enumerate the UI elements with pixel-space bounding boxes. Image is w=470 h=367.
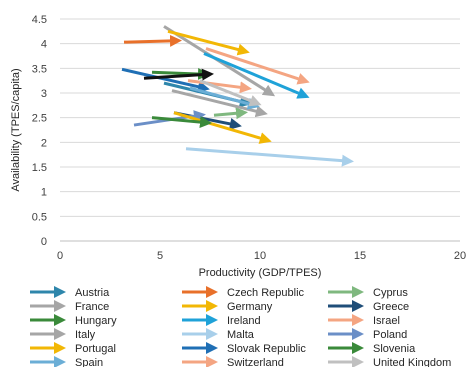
legend: Austria Czech Republic Cyprus France Germany… — [30, 286, 451, 367]
legend-label: Austria — [75, 287, 110, 299]
series-arrow — [213, 107, 248, 120]
legend-label: Ireland — [227, 315, 261, 327]
x-axis-title: Productivity (GDP/TPES) — [199, 267, 322, 279]
legend-label: Cyprus — [373, 287, 408, 299]
y-tick-label: 1.5 — [32, 162, 47, 174]
x-tick-label: 15 — [354, 250, 366, 262]
x-tick-label: 10 — [254, 250, 266, 262]
legend-label: Italy — [75, 329, 96, 341]
series-arrow — [151, 116, 212, 129]
legend-label: Spain — [75, 357, 103, 367]
y-tick-label: 0.5 — [32, 211, 47, 223]
x-tick-label: 5 — [157, 250, 163, 262]
y-tick-label: 2.5 — [32, 113, 47, 125]
series-group — [121, 25, 354, 167]
legend-label: Czech Republic — [227, 287, 305, 299]
series-arrow — [189, 86, 260, 110]
legend-label: Slovak Republic — [227, 343, 306, 355]
legend-label: Switzerland — [227, 357, 284, 367]
legend-label: Poland — [373, 329, 407, 341]
legend-label: Malta — [227, 329, 255, 341]
legend-label: France — [75, 301, 109, 313]
axes: 0 0.5 1 1.5 2 2.5 3 3.5 4 4.5 0 5 10 15 20 — [32, 14, 466, 262]
y-tick-label: 1 — [41, 187, 47, 199]
y-tick-label: 2 — [41, 137, 47, 149]
legend-label: Israel — [373, 315, 400, 327]
series-arrow — [185, 147, 354, 167]
y-axis-title: Availability (TPES/capita) — [10, 68, 22, 191]
gridlines — [60, 18, 460, 217]
x-tick-label: 0 — [57, 250, 63, 262]
series-arrow — [187, 79, 252, 94]
y-tick-label: 4.5 — [32, 14, 47, 26]
y-tick-label: 0 — [41, 236, 47, 248]
legend-label: Germany — [227, 301, 273, 313]
legend-label: United Kingdom — [373, 357, 451, 367]
series-arrow — [143, 68, 214, 81]
x-tick-label: 20 — [454, 250, 466, 262]
y-tick-label: 3.5 — [32, 63, 47, 75]
series-arrow — [203, 52, 310, 99]
series-arrow — [205, 47, 310, 85]
legend-label: Greece — [373, 301, 409, 313]
series-arrow — [123, 34, 182, 47]
legend-label: Slovenia — [373, 343, 416, 355]
series-arrow — [167, 29, 250, 56]
y-tick-label: 3 — [41, 88, 47, 100]
series-arrow — [121, 67, 210, 93]
legend-label: Hungary — [75, 315, 117, 327]
series-arrow — [173, 111, 272, 144]
y-tick-label: 4 — [41, 39, 47, 51]
series-arrow — [199, 79, 262, 107]
legend-label: Portugal — [75, 343, 116, 355]
